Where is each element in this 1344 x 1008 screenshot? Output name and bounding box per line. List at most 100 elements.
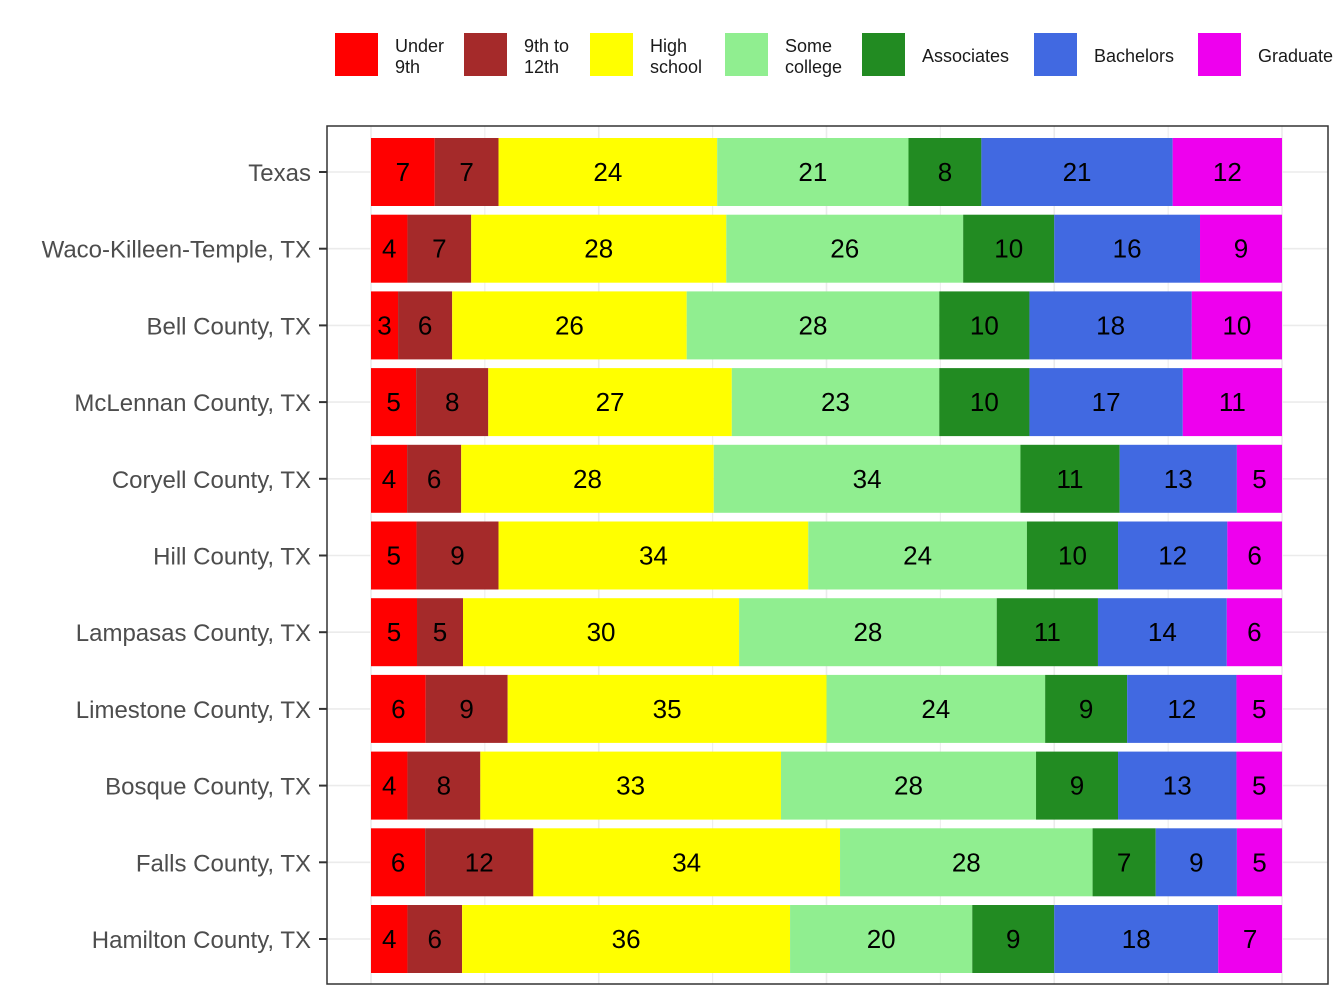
y-tick-label: McLennan County, TX — [74, 390, 311, 417]
bar-segment-associates — [939, 368, 1030, 437]
data-label: 18 — [1096, 310, 1125, 340]
bar-segment-some-college — [717, 138, 909, 206]
data-label: 6 — [1247, 617, 1261, 647]
data-label: 9 — [1006, 924, 1020, 954]
bar-segment-bachelors — [1118, 521, 1228, 590]
data-label: 28 — [573, 464, 602, 494]
data-label: 9 — [1070, 771, 1084, 801]
legend-label: college — [785, 57, 842, 77]
bar-segment-bachelors — [1054, 905, 1219, 973]
bar-segment-9th-to-12th — [407, 444, 462, 513]
y-tick-label: Texas — [248, 160, 311, 187]
bar-segment-some-college — [713, 444, 1021, 513]
bar-segment-associates — [939, 291, 1030, 360]
bar-segment-under-9th — [371, 751, 408, 820]
y-tick-label: Bell County, TX — [146, 313, 311, 340]
data-label: 28 — [952, 847, 981, 877]
y-tick-label: Coryell County, TX — [112, 467, 311, 494]
bar-segment-bachelors — [1118, 751, 1237, 820]
bar-segment-graduate — [1182, 368, 1282, 437]
bar-segment-graduate — [1200, 214, 1282, 283]
bar-segment-associates — [1092, 828, 1156, 897]
bar-segment-9th-to-12th — [407, 214, 472, 283]
data-label: 9 — [1234, 234, 1248, 264]
legend-label: Associates — [922, 46, 1009, 66]
bar-segment-high-school — [507, 674, 827, 743]
data-label: 6 — [428, 924, 442, 954]
data-label: 11 — [1034, 617, 1061, 647]
bar-segment-graduate — [1227, 521, 1282, 590]
y-tick-label: Falls County, TX — [136, 850, 311, 877]
bar-segment-under-9th — [371, 291, 399, 360]
data-label: 7 — [1243, 924, 1257, 954]
bar-segment-bachelors — [1029, 368, 1183, 437]
data-label: 4 — [382, 234, 396, 264]
data-label: 10 — [994, 234, 1023, 264]
bar-segment-graduate — [1226, 598, 1282, 667]
bar-segment-bachelors — [981, 138, 1173, 206]
bar-segment-associates — [908, 138, 982, 206]
data-label: 10 — [1222, 310, 1251, 340]
legend-key-graduate — [1198, 33, 1241, 76]
data-label: 5 — [1252, 694, 1266, 724]
data-label: 10 — [970, 387, 999, 417]
bar-segment-high-school — [463, 598, 740, 667]
data-label: 9 — [1079, 694, 1093, 724]
data-label: 4 — [382, 464, 396, 494]
bar-segment-some-college — [686, 291, 940, 360]
bar-segment-high-school — [498, 138, 718, 206]
bar-segment-graduate — [1236, 828, 1282, 897]
bar-segment-high-school — [461, 444, 714, 513]
bar-segment-9th-to-12th — [417, 598, 464, 667]
data-label: 7 — [1117, 847, 1131, 877]
legend-key-under-9th — [335, 33, 378, 76]
bar-segment-9th-to-12th — [434, 138, 499, 206]
bar-segment-9th-to-12th — [425, 828, 534, 897]
data-label: 16 — [1113, 234, 1142, 264]
legend-label: 12th — [524, 57, 559, 77]
y-tick-label: Hamilton County, TX — [92, 927, 311, 954]
bar-segment-high-school — [533, 828, 841, 897]
bar-segment-high-school — [480, 751, 781, 820]
bar-segment-some-college — [780, 751, 1037, 820]
legend-label: Some — [785, 36, 832, 56]
data-label: 12 — [1158, 541, 1187, 571]
data-label: 13 — [1164, 464, 1193, 494]
data-label: 17 — [1092, 387, 1121, 417]
bar-segment-associates — [1045, 674, 1128, 743]
bar-segment-high-school — [471, 214, 727, 283]
bar-segment-graduate — [1191, 291, 1282, 360]
data-label: 34 — [639, 541, 668, 571]
data-label: 6 — [391, 694, 405, 724]
y-axis: Texas Waco-Killeen-Temple, TX Bell County,… — [42, 160, 327, 954]
bar-segment-bachelors — [1155, 828, 1237, 897]
y-tick-label: Lampasas County, TX — [76, 620, 311, 647]
data-label: 34 — [853, 464, 882, 494]
data-label: 9 — [1189, 847, 1203, 877]
data-label: 24 — [921, 694, 950, 724]
data-label: 9 — [459, 694, 473, 724]
bar-segment-bachelors — [1029, 291, 1192, 360]
bar-segment-associates — [963, 214, 1055, 283]
bar-segment-9th-to-12th — [425, 674, 508, 743]
data-label: 12 — [1167, 694, 1196, 724]
data-label: 10 — [970, 310, 999, 340]
data-label: 12 — [465, 847, 494, 877]
bar-segment-graduate — [1172, 138, 1282, 206]
legend-label: High — [650, 36, 687, 56]
data-label: 7 — [432, 234, 446, 264]
data-label: 7 — [396, 157, 410, 187]
data-label: 6 — [418, 310, 432, 340]
data-label: 18 — [1122, 924, 1151, 954]
data-label: 28 — [853, 617, 882, 647]
legend-key-bachelors — [1034, 33, 1077, 76]
data-label: 30 — [587, 617, 616, 647]
legend-key-associates — [862, 33, 905, 76]
bar-segment-under-9th — [371, 214, 408, 283]
bar-segment-under-9th — [371, 444, 408, 513]
bar-segment-some-college — [840, 828, 1093, 897]
data-label: 4 — [382, 771, 396, 801]
data-label: 26 — [555, 310, 584, 340]
data-label: 9 — [450, 541, 464, 571]
